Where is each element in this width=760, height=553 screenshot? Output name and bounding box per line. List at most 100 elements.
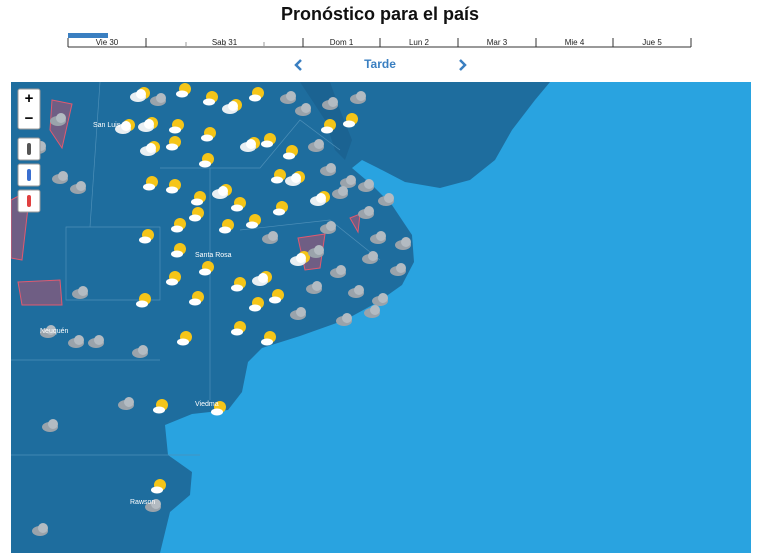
- weather-icon: [308, 245, 324, 258]
- cloud: [364, 206, 374, 216]
- weather-icon: [118, 397, 134, 410]
- weather-icon: [378, 193, 394, 206]
- weather-icon: [40, 325, 56, 338]
- weather-icon: [308, 139, 324, 152]
- cloud: [166, 278, 178, 286]
- cloud: [218, 186, 228, 196]
- weather-icon: [261, 133, 276, 148]
- day-label: Mie 4: [565, 38, 585, 47]
- period-label: Tarde: [364, 57, 396, 71]
- next-arrow[interactable]: [459, 59, 467, 71]
- cloud: [78, 286, 88, 296]
- weather-icon: [143, 176, 158, 191]
- city-label: Neuquén: [40, 328, 69, 335]
- city-label: San Luis: [93, 122, 121, 129]
- weather-icon: [283, 145, 298, 160]
- weather-icon: [72, 286, 88, 299]
- weather-icon: [136, 293, 151, 308]
- day-label: Sab 31: [212, 38, 238, 47]
- cloud: [401, 237, 411, 247]
- weather-icon: [32, 523, 48, 536]
- weather-icon: [372, 293, 388, 306]
- weather-icon: [358, 179, 374, 192]
- weather-icon: [140, 141, 160, 156]
- weather-icon: [390, 263, 406, 276]
- weather-icon: [191, 191, 206, 206]
- cloud: [211, 408, 223, 416]
- cloud: [338, 186, 348, 196]
- weather-icon: [132, 345, 148, 358]
- weather-icon: [169, 119, 184, 134]
- thermo-icon: [27, 143, 31, 155]
- zoom-in[interactable]: +: [25, 90, 34, 107]
- cloud: [354, 285, 364, 295]
- cloud: [321, 126, 333, 134]
- cloud: [74, 335, 84, 345]
- cloud: [378, 293, 388, 303]
- weather-icon: [212, 184, 232, 199]
- prev-arrow[interactable]: [294, 59, 302, 71]
- weather-icon: [340, 175, 356, 188]
- weather-icon: [290, 251, 310, 266]
- weather-icon: [231, 197, 246, 212]
- weather-icon: [290, 307, 306, 320]
- cloud: [336, 265, 346, 275]
- cloud: [231, 204, 243, 212]
- cloud: [269, 296, 281, 304]
- cloud: [370, 305, 380, 315]
- weather-icon: [240, 137, 260, 152]
- zoom-out[interactable]: −: [25, 110, 34, 127]
- cloud: [342, 313, 352, 323]
- cloud: [312, 281, 322, 291]
- cloud: [326, 163, 336, 173]
- cloud: [219, 226, 231, 234]
- weather-icon: [395, 237, 411, 250]
- cloud: [171, 225, 183, 233]
- cloud: [258, 273, 268, 283]
- weather-icon: [295, 103, 311, 116]
- cloud: [136, 89, 146, 99]
- cloud: [203, 98, 215, 106]
- cloud: [176, 90, 188, 98]
- cloud: [169, 126, 181, 134]
- weather-icon: [320, 163, 336, 176]
- cloud: [153, 406, 165, 414]
- weather-icon: [166, 179, 181, 194]
- cloud: [314, 245, 324, 255]
- cloud: [124, 397, 134, 407]
- cloud: [166, 186, 178, 194]
- cloud: [296, 253, 306, 263]
- cloud: [121, 121, 131, 131]
- weather-icon: [348, 285, 364, 298]
- cloud: [326, 221, 336, 231]
- city-labels: San Luis Santa Rosa Neuquén Viedma Rawson: [40, 122, 232, 506]
- weather-icon: [273, 201, 288, 216]
- day-label: Lun 2: [409, 38, 430, 47]
- weather-icon: [285, 171, 305, 186]
- weather-icon: [176, 83, 191, 98]
- weather-icon: [306, 281, 322, 294]
- cloud: [136, 300, 148, 308]
- city-label: Santa Rosa: [195, 252, 232, 259]
- weather-icon: [269, 289, 284, 304]
- cloud: [396, 263, 406, 273]
- weather-icon: [199, 261, 214, 276]
- cloud: [151, 486, 163, 494]
- cloud: [189, 298, 201, 306]
- weather-icon: [138, 117, 158, 132]
- thermo-icon: [27, 169, 31, 181]
- cloud: [189, 214, 201, 222]
- map: San Luis Santa Rosa Neuquén Viedma Rawson + …: [11, 82, 751, 553]
- map-controls: + −: [17, 88, 41, 213]
- weather-icon: [222, 99, 242, 114]
- day-label: Vie 30: [96, 38, 119, 47]
- cloud: [38, 523, 48, 533]
- cloud: [343, 120, 355, 128]
- weather-icon: [364, 305, 380, 318]
- cloud: [177, 338, 189, 346]
- weather-icon: [150, 93, 166, 106]
- cloud: [376, 231, 386, 241]
- day-label: Mar 3: [487, 38, 508, 47]
- weather-icon: [343, 113, 358, 128]
